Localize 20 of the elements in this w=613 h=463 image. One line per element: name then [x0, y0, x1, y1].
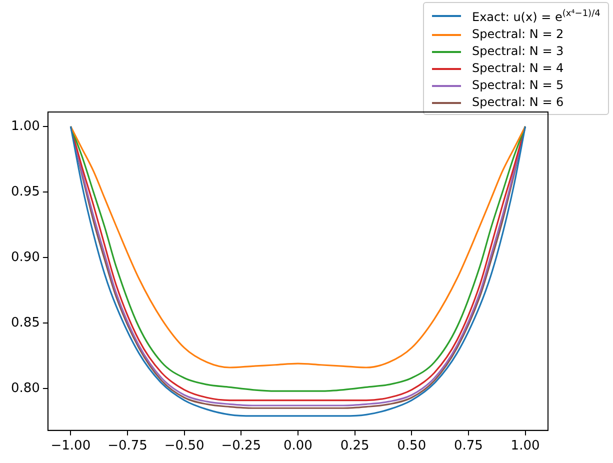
y-tick-label: 0.95: [10, 184, 40, 200]
legend-label: Spectral: N = 2: [472, 26, 564, 43]
x-tick-label: −1.00: [50, 438, 91, 454]
legend-label: Spectral: N = 5: [472, 77, 564, 94]
legend-label: Spectral: N = 3: [472, 43, 564, 60]
x-tick-label: 1.00: [510, 438, 540, 454]
x-tick-label: 0.75: [454, 438, 483, 454]
legend-label: Exact: u(x) = e$^{(x⁴−1)/4}$: [472, 8, 600, 26]
x-tick-label: −0.75: [108, 438, 148, 454]
x-tick-label: −0.25: [221, 438, 262, 454]
y-tick-label: 1.00: [10, 118, 40, 134]
legend-label: Spectral: N = 6: [472, 94, 564, 111]
y-tick-label: 0.85: [10, 315, 40, 330]
x-tick-label: 0.25: [340, 438, 370, 454]
legend-label: Spectral: N = 4: [472, 60, 564, 77]
y-tick-label: 0.90: [10, 250, 40, 265]
x-tick-label: 0.50: [397, 438, 426, 454]
y-tick-label: 0.80: [10, 380, 40, 396]
x-tick-label: −0.50: [164, 438, 204, 454]
x-tick-label: 0.00: [283, 438, 312, 454]
